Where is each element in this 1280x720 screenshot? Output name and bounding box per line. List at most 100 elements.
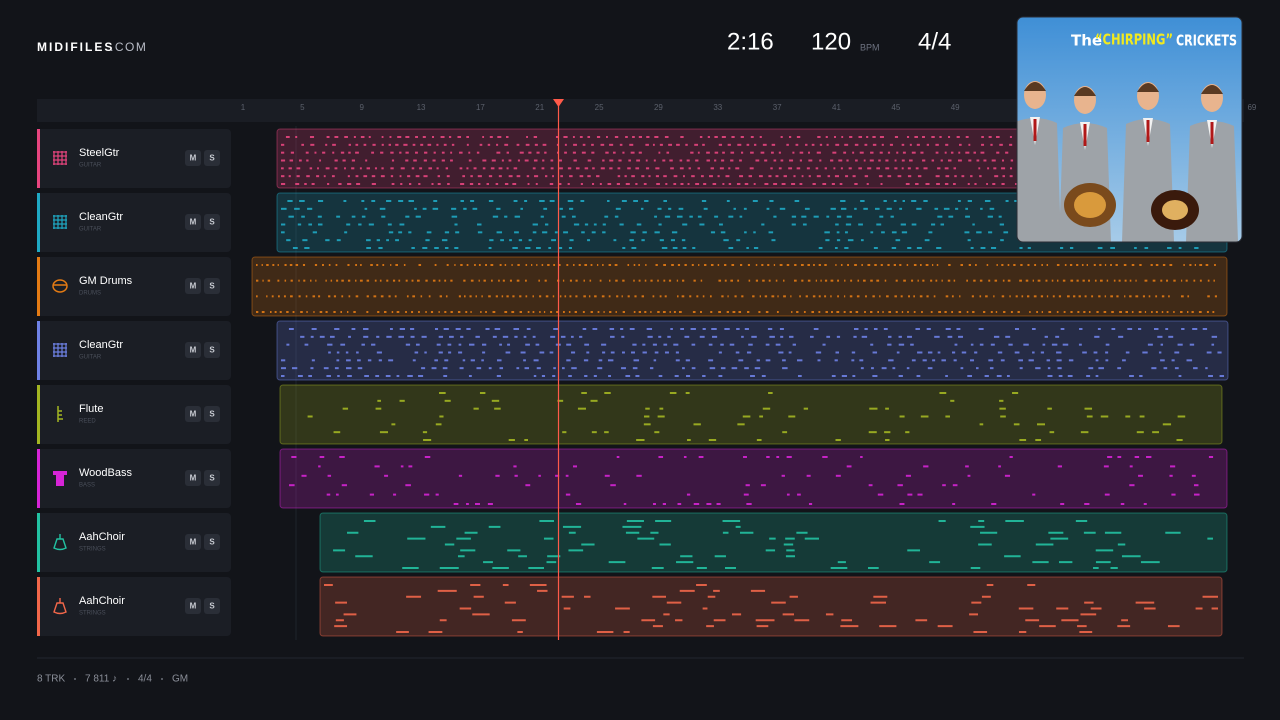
note — [1187, 295, 1190, 298]
note — [496, 375, 501, 377]
track-button[interactable]: S — [209, 602, 215, 611]
note — [900, 295, 903, 298]
note — [592, 328, 598, 330]
note — [396, 631, 409, 633]
note — [969, 613, 978, 616]
track-button[interactable]: S — [209, 410, 215, 419]
note — [992, 183, 996, 185]
note — [598, 359, 603, 362]
track-button[interactable]: M — [190, 410, 197, 419]
note — [516, 367, 520, 370]
note — [379, 207, 386, 210]
note — [644, 415, 650, 418]
note — [345, 351, 349, 354]
track-button[interactable]: S — [209, 154, 215, 163]
note — [657, 207, 662, 210]
note — [532, 311, 535, 313]
note — [801, 175, 804, 178]
note — [1027, 247, 1031, 249]
note — [834, 136, 837, 138]
note — [581, 151, 586, 154]
note — [281, 375, 285, 377]
track-button[interactable]: S — [209, 346, 215, 355]
note — [642, 231, 647, 234]
track-button[interactable]: M — [190, 218, 197, 227]
note — [538, 279, 540, 282]
note — [420, 295, 423, 298]
note — [494, 407, 501, 410]
track-button[interactable]: M — [190, 154, 197, 163]
bar-number: 45 — [891, 103, 900, 112]
note — [786, 143, 789, 146]
note — [979, 343, 984, 346]
note — [679, 589, 695, 592]
note — [596, 631, 614, 633]
note — [365, 159, 368, 162]
note — [786, 264, 790, 266]
note — [898, 375, 903, 377]
note — [454, 264, 456, 266]
clip — [251, 256, 1228, 317]
note — [1029, 311, 1031, 313]
note — [441, 159, 445, 162]
track-button[interactable]: M — [190, 282, 197, 291]
note — [489, 136, 493, 138]
track-button[interactable]: M — [190, 346, 197, 355]
track-button[interactable]: M — [190, 602, 197, 611]
track-button[interactable]: S — [209, 474, 215, 483]
note — [796, 359, 803, 362]
clip — [279, 448, 1228, 509]
note — [529, 584, 547, 586]
note — [1124, 295, 1126, 298]
note — [625, 136, 628, 138]
note — [405, 484, 411, 487]
note — [386, 279, 389, 282]
note — [1208, 375, 1213, 377]
note — [609, 311, 612, 313]
note — [295, 264, 299, 266]
track-button[interactable]: S — [209, 538, 215, 547]
note — [929, 561, 941, 564]
note — [636, 474, 642, 477]
clip — [319, 576, 1223, 637]
note — [718, 375, 723, 377]
note — [632, 136, 635, 138]
note — [1028, 359, 1034, 362]
track-button[interactable]: M — [190, 474, 197, 483]
note — [290, 279, 293, 282]
note — [313, 311, 315, 313]
note — [632, 343, 637, 346]
note — [1110, 295, 1113, 298]
note — [989, 367, 994, 370]
note — [714, 555, 726, 558]
note — [641, 295, 645, 298]
note — [710, 167, 714, 170]
note — [783, 543, 794, 546]
note — [408, 465, 413, 468]
track-button[interactable]: S — [209, 282, 215, 291]
note — [1160, 343, 1164, 346]
note — [657, 311, 660, 313]
note — [835, 264, 837, 266]
note — [986, 183, 988, 185]
note — [1005, 520, 1024, 522]
note — [967, 200, 972, 202]
note — [594, 295, 597, 298]
note — [444, 399, 451, 402]
note — [1001, 295, 1005, 298]
track-button[interactable]: S — [209, 218, 215, 227]
note — [999, 407, 1006, 410]
clip — [319, 512, 1228, 573]
note — [1202, 328, 1208, 330]
note — [436, 343, 441, 346]
note — [1214, 264, 1216, 266]
track-button[interactable]: M — [190, 538, 197, 547]
note — [539, 520, 554, 522]
note — [391, 311, 394, 313]
note — [399, 151, 402, 154]
note — [324, 584, 333, 586]
note — [355, 143, 359, 146]
note — [889, 143, 893, 146]
note — [1091, 295, 1094, 298]
note — [470, 311, 472, 313]
